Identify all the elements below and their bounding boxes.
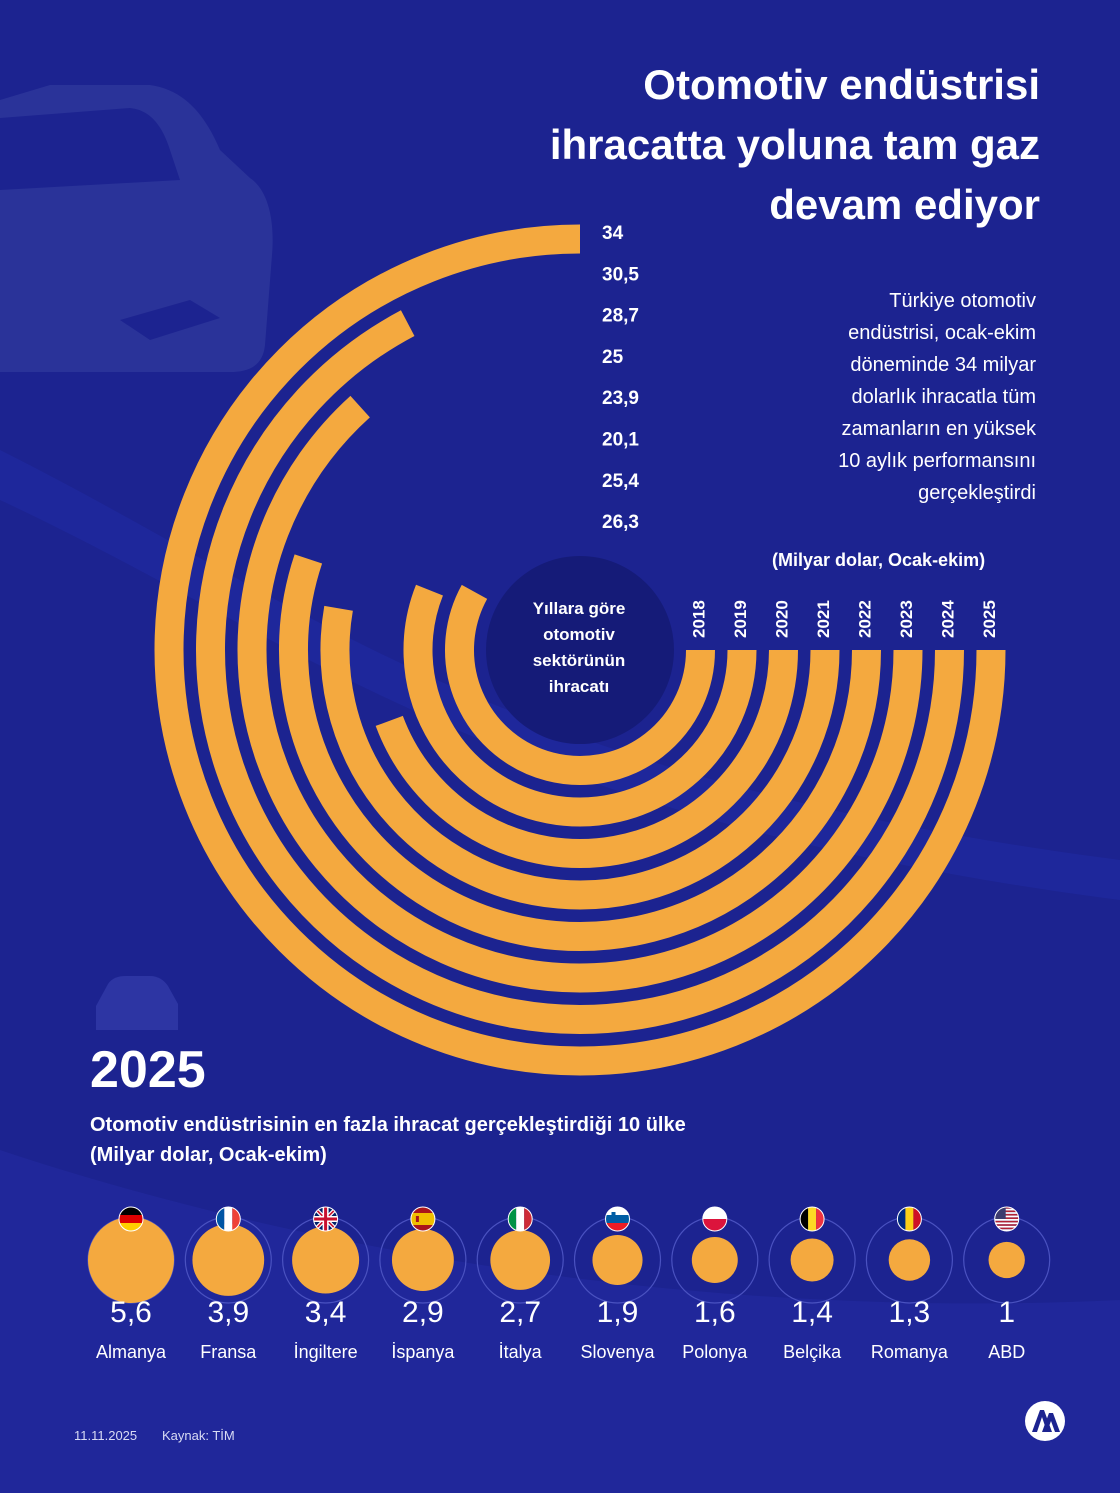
- chart-center-title: Yıllara göre otomotiv sektörünün ihracat…: [532, 599, 626, 696]
- value-label: 30,5: [602, 264, 639, 285]
- intro-line: 10 aylık performansını: [838, 450, 1036, 472]
- chart-center-disc: [486, 556, 674, 744]
- intro-text: Türkiye otomotiv endüstrisi, ocak-ekim d…: [736, 285, 1036, 509]
- value-label: 26,3: [602, 512, 639, 533]
- bubble-İspanya: [391, 1229, 454, 1291]
- bubble-Fransa: [192, 1224, 265, 1296]
- value-label: 28,7: [602, 306, 639, 327]
- bubble-value-label: 3,9: [207, 1296, 249, 1329]
- flag-icon-ro: [896, 1206, 922, 1232]
- radial-bar-2023: [237, 395, 923, 993]
- section-year: 2025: [90, 1041, 206, 1099]
- car-silhouette-icon: [0, 85, 273, 372]
- bubble-value-label: 1,6: [694, 1296, 736, 1329]
- intro-line: zamanların en yüksek: [841, 418, 1036, 440]
- flag-icon-it: [507, 1206, 533, 1232]
- country-label: Belçika: [783, 1342, 842, 1362]
- flag-icon-gb: [313, 1206, 339, 1232]
- radial-bar-2018: [445, 584, 715, 785]
- section-subtitle: Otomotiv endüstrisinin en fazla ihracat …: [90, 1110, 686, 1170]
- flag-icon-si: [605, 1206, 630, 1232]
- year-label-2024: 2024: [939, 600, 958, 638]
- bubble-value-label: 5,6: [110, 1296, 152, 1329]
- intro-line: dolarlık ihracatla tüm: [851, 386, 1036, 408]
- bubble-Slovenya: [592, 1234, 643, 1286]
- value-label: 20,1: [602, 430, 639, 451]
- footer-date: 11.11.2025: [74, 1428, 138, 1443]
- value-label: 23,9: [602, 388, 639, 409]
- intro-line: endüstrisi, ocak-ekim: [848, 322, 1036, 344]
- flag-icon-us: [994, 1206, 1020, 1232]
- bubble-Romanya: [888, 1239, 931, 1281]
- year-label-2021: 2021: [814, 600, 833, 638]
- bubble-value-label: 2,7: [499, 1296, 541, 1329]
- country-label: Slovenya: [580, 1342, 655, 1362]
- flag-icon-pl: [702, 1206, 728, 1232]
- bubble-Almanya: [88, 1217, 174, 1303]
- intro-line: Türkiye otomotiv: [889, 290, 1036, 312]
- country-label: Polonya: [682, 1342, 748, 1362]
- radial-bar-2021: [320, 605, 840, 910]
- bubble-chart-unit: (Milyar dolar, Ocak-ekim): [90, 1144, 327, 1166]
- value-label: 25,4: [602, 471, 639, 492]
- radial-bar-2022: [279, 554, 881, 951]
- bubble-İngiltere: [292, 1226, 360, 1294]
- radial-bar-2025: [154, 224, 1006, 1076]
- title-line: ihracatta yoluna tam gaz: [549, 121, 1040, 168]
- bubble-value-label: 1,4: [791, 1296, 833, 1329]
- country-label: ABD: [988, 1342, 1025, 1362]
- value-label: 34: [602, 223, 624, 244]
- intro-line: döneminde 34 milyar: [850, 354, 1036, 376]
- country-label: Almanya: [96, 1342, 167, 1362]
- flag-icon-es: [410, 1206, 436, 1232]
- bubble-value-label: 1: [998, 1296, 1015, 1329]
- car-icon: [96, 976, 178, 1030]
- aa-logo-icon: [1025, 1401, 1065, 1441]
- footer-source: Kaynak: TİM: [162, 1428, 235, 1443]
- bubble-value-label: 2,9: [402, 1296, 444, 1329]
- flag-icon-fr: [215, 1206, 241, 1232]
- bubble-İtalya: [490, 1230, 551, 1290]
- title-line: devam ediyor: [769, 181, 1040, 228]
- bubble-chart-title: Otomotiv endüstrisinin en fazla ihracat …: [90, 1114, 686, 1136]
- bubble-Polonya: [691, 1237, 738, 1283]
- flag-icon-be: [799, 1206, 825, 1232]
- bubble-value-label: 1,9: [597, 1296, 639, 1329]
- value-label: 25: [602, 347, 624, 368]
- bubble-ABD: [988, 1241, 1025, 1279]
- country-label: Romanya: [871, 1342, 949, 1362]
- intro-line: gerçekleştirdi: [918, 482, 1036, 504]
- flag-icon-de: [118, 1206, 144, 1232]
- year-label-2018: 2018: [690, 600, 709, 638]
- bubble-Belçika: [790, 1238, 834, 1282]
- country-label: İtalya: [499, 1342, 543, 1362]
- page-title: Otomotiv endüstrisi ihracatta yoluna tam…: [420, 55, 1040, 235]
- country-label: İspanya: [391, 1342, 455, 1362]
- bubble-value-label: 1,3: [889, 1296, 931, 1329]
- year-label-2025: 2025: [980, 600, 999, 638]
- radial-bar-2019: [403, 584, 757, 827]
- bubble-value-label: 3,4: [305, 1296, 347, 1329]
- title-line: Otomotiv endüstrisi: [643, 61, 1040, 108]
- chart-unit-label: (Milyar dolar, Ocak-ekim): [772, 550, 986, 570]
- radial-bar-2020: [375, 649, 798, 869]
- year-label-2022: 2022: [856, 600, 875, 638]
- year-label-2020: 2020: [773, 600, 792, 638]
- country-label: İngiltere: [294, 1342, 358, 1362]
- radial-bar-2024: [196, 310, 964, 1034]
- country-label: Fransa: [200, 1342, 257, 1362]
- year-label-2019: 2019: [731, 600, 750, 638]
- year-label-2023: 2023: [897, 600, 916, 638]
